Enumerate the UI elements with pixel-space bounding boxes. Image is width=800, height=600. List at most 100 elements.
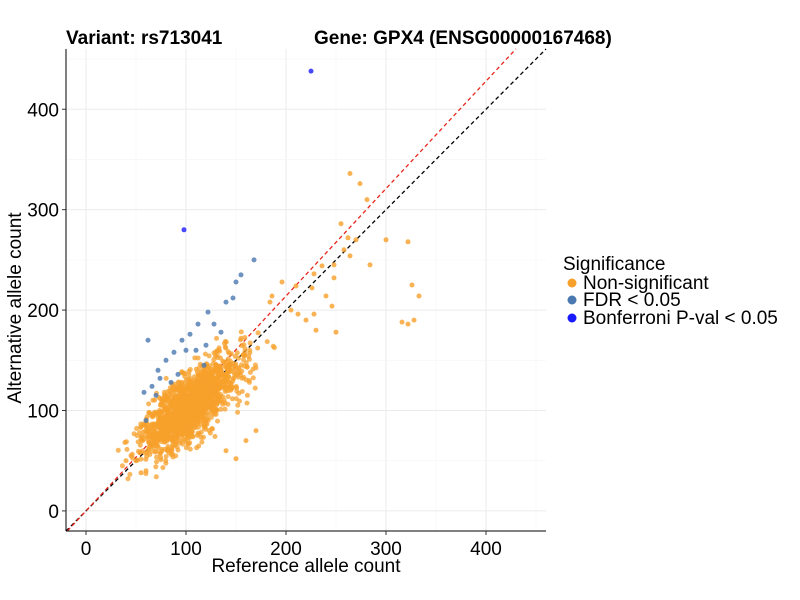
point-non-significant xyxy=(152,449,158,455)
point-non-significant xyxy=(153,474,159,480)
point-non-significant xyxy=(357,181,363,187)
point-non-significant xyxy=(180,441,186,447)
point-non-significant xyxy=(192,355,198,361)
point-non-significant xyxy=(167,385,173,391)
point-non-significant xyxy=(411,317,417,323)
point-non-significant xyxy=(189,420,195,426)
point-non-significant xyxy=(166,450,172,456)
point-non-significant xyxy=(347,253,353,259)
point-non-significant xyxy=(235,409,241,415)
point-non-significant xyxy=(329,303,335,309)
point-non-significant xyxy=(198,429,204,435)
point-non-significant xyxy=(176,423,182,429)
legend: Significance Non-significant FDR < 0.05 … xyxy=(563,254,778,329)
point-non-significant xyxy=(207,403,213,409)
point-non-significant xyxy=(162,439,168,445)
point-non-significant xyxy=(182,373,188,379)
point-non-significant xyxy=(189,383,195,389)
point-non-significant xyxy=(124,446,130,452)
point-non-significant xyxy=(200,369,206,375)
point-non-significant xyxy=(234,350,240,356)
point-non-significant xyxy=(139,438,145,444)
point-non-significant xyxy=(253,365,259,371)
point-non-significant xyxy=(293,283,299,289)
point-fdr-0-05 xyxy=(193,347,199,353)
point-non-significant xyxy=(172,429,178,435)
x-tick-label: 400 xyxy=(470,539,502,560)
point-non-significant xyxy=(144,414,150,420)
point-non-significant xyxy=(182,437,188,442)
legend-title: Significance xyxy=(563,254,665,275)
point-non-significant xyxy=(247,347,253,353)
point-non-significant xyxy=(119,463,125,469)
point-fdr-0-05 xyxy=(149,383,155,389)
point-non-significant xyxy=(227,358,233,364)
point-non-significant xyxy=(240,352,246,358)
point-non-significant xyxy=(180,394,186,399)
point-non-significant xyxy=(144,450,150,456)
point-non-significant xyxy=(233,456,239,462)
point-non-significant xyxy=(163,375,169,381)
point-non-significant xyxy=(218,379,224,384)
point-non-significant xyxy=(125,476,131,482)
point-non-significant xyxy=(188,427,194,433)
point-non-significant xyxy=(238,337,243,343)
point-non-significant xyxy=(138,456,144,462)
point-non-significant xyxy=(223,384,229,390)
point-non-significant xyxy=(405,239,411,245)
point-non-significant xyxy=(333,329,339,335)
point-non-significant xyxy=(134,433,140,439)
point-non-significant xyxy=(180,415,186,421)
point-non-significant xyxy=(237,370,243,376)
point-non-significant xyxy=(154,454,160,460)
point-non-significant xyxy=(217,372,223,378)
point-non-significant xyxy=(140,421,146,427)
point-non-significant xyxy=(311,311,317,317)
point-non-significant xyxy=(222,361,228,367)
point-non-significant xyxy=(222,400,228,406)
point-non-significant xyxy=(253,428,259,434)
point-non-significant xyxy=(217,348,223,354)
point-non-significant xyxy=(191,379,197,385)
point-non-significant xyxy=(175,414,181,420)
point-non-significant xyxy=(154,459,159,465)
point-non-significant xyxy=(201,434,206,440)
point-non-significant xyxy=(167,434,173,440)
point-non-significant xyxy=(250,375,256,381)
point-non-significant xyxy=(210,388,216,393)
point-non-significant xyxy=(188,407,194,413)
point-non-significant xyxy=(189,389,195,395)
point-non-significant xyxy=(409,282,415,288)
point-non-significant xyxy=(163,454,169,459)
point-non-significant xyxy=(288,307,294,313)
point-non-significant xyxy=(194,433,200,438)
point-non-significant xyxy=(252,385,258,391)
point-non-significant xyxy=(203,377,209,383)
point-fdr-0-05 xyxy=(143,418,149,423)
point-non-significant xyxy=(191,413,197,419)
point-non-significant xyxy=(242,346,248,352)
point-non-significant xyxy=(145,424,151,430)
point-non-significant xyxy=(165,419,171,425)
point-bonferroni-p-val-0-05 xyxy=(308,68,314,74)
point-non-significant xyxy=(187,446,193,452)
point-non-significant xyxy=(233,361,239,367)
point-non-significant xyxy=(216,395,222,401)
point-fdr-0-05 xyxy=(171,349,177,355)
point-non-significant xyxy=(338,221,344,227)
point-non-significant xyxy=(115,447,121,453)
point-non-significant xyxy=(165,389,171,394)
x-tick-label: 100 xyxy=(170,539,202,560)
point-non-significant xyxy=(160,465,166,471)
y-axis-label: Alternative allele count xyxy=(5,212,26,404)
point-fdr-0-05 xyxy=(251,257,257,263)
point-non-significant xyxy=(199,439,205,445)
point-non-significant xyxy=(227,379,233,385)
point-non-significant xyxy=(199,398,205,404)
point-non-significant xyxy=(236,355,242,361)
point-fdr-0-05 xyxy=(187,331,193,337)
y-tick-label: 200 xyxy=(27,301,59,322)
point-fdr-0-05 xyxy=(183,347,189,353)
point-non-significant xyxy=(152,409,158,415)
